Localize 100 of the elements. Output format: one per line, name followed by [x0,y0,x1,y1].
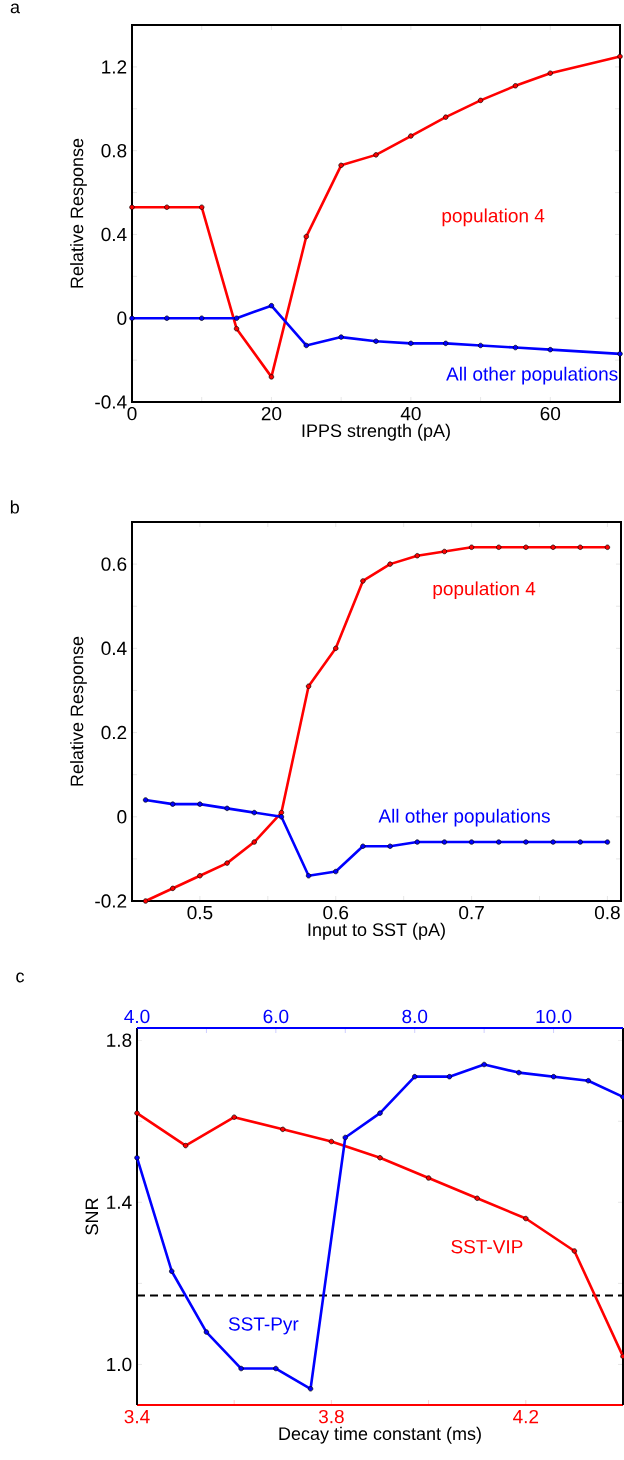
point [571,1248,578,1254]
x-tick-label: 20 [261,406,282,421]
point [129,204,135,210]
point [170,801,176,807]
point [129,315,135,321]
point [373,338,379,344]
x2-tick-label: 6.0 [263,1009,289,1024]
y-axis-title: Relative Response [70,138,87,288]
point [328,1138,335,1145]
point [477,342,484,349]
point [547,347,553,353]
point [577,839,583,845]
point [425,1175,432,1181]
point [414,839,420,845]
point [474,1195,480,1201]
x-axis-title: Input to SST (pA) [308,922,445,940]
y-tick-label: 1.0 [107,1357,132,1372]
point [617,351,623,357]
point [408,133,414,139]
y-tick-label: 0.8 [101,143,127,158]
point [496,839,502,845]
y-tick-label: 0.4 [101,641,127,656]
point [251,809,257,816]
point [199,315,205,321]
point [224,805,230,812]
series-label: All other populations [446,366,618,385]
point [377,1155,383,1161]
x2-tick-label: 10.0 [536,1009,572,1024]
point [142,898,149,904]
point [604,839,611,845]
point [547,70,553,76]
x-tick-label: 60 [540,406,561,421]
point [278,814,285,820]
point [617,53,623,60]
point [387,843,393,849]
point [280,1126,286,1133]
point [268,374,275,380]
point [134,1110,140,1116]
point [268,303,275,309]
point [512,344,519,351]
x-tick-label: 0.8 [594,905,620,920]
point [278,809,285,816]
point [523,839,529,845]
x2-tick-label: 4.0 [124,1009,150,1024]
point [305,683,312,689]
point [468,839,475,845]
point [224,860,230,866]
point [251,839,257,845]
y-tick-label: 1.8 [107,1033,132,1047]
y-axis-title: SNR [85,1198,99,1235]
point [523,1215,529,1222]
x-axis-title: Decay time constant (ms) [279,1426,481,1444]
point [338,162,344,168]
point [577,544,583,550]
y-tick-label: 0 [117,311,127,325]
y-tick-label: 1.4 [107,1195,132,1209]
point [512,83,519,89]
y-tick-label: 0.2 [101,725,127,740]
text: a [10,3,20,14]
point [333,868,339,875]
point [231,1114,237,1120]
point [199,204,205,210]
x2-tick-label: 8.0 [402,1009,428,1024]
x-tick-label: 0.6 [323,905,349,920]
x-axis-title: IPPS strength (pA) [302,423,450,441]
point [142,797,149,803]
point [387,561,393,567]
y-axis-title: Relative Response [70,636,87,786]
point [408,340,414,347]
point [414,553,420,559]
point [182,1142,189,1149]
point [333,645,339,651]
x-tick-label: 40 [400,406,421,421]
point [441,548,448,555]
point [170,885,176,892]
point [550,839,556,845]
point [441,839,448,845]
point [443,114,449,120]
x-tick-label: 3.8 [318,1409,344,1424]
x-tick-label: 3.4 [124,1409,150,1424]
text: c [16,972,25,983]
series-label: population 4 [433,581,536,600]
text: b [10,500,19,514]
point [360,843,366,849]
point [164,204,170,210]
point [197,873,203,879]
point [373,152,379,158]
x-tick-label: 0.7 [459,905,484,920]
point [338,334,344,340]
series-label: SST-Pyr [228,1317,299,1335]
point [164,315,170,321]
point [360,578,366,584]
point [197,801,203,807]
point [233,315,240,321]
series-label: SST-VIP [451,1239,523,1254]
series-label: All other populations [378,808,550,827]
point [468,544,475,550]
point [303,342,309,349]
point [523,544,529,550]
x-tick-label: 4.2 [513,1409,539,1424]
